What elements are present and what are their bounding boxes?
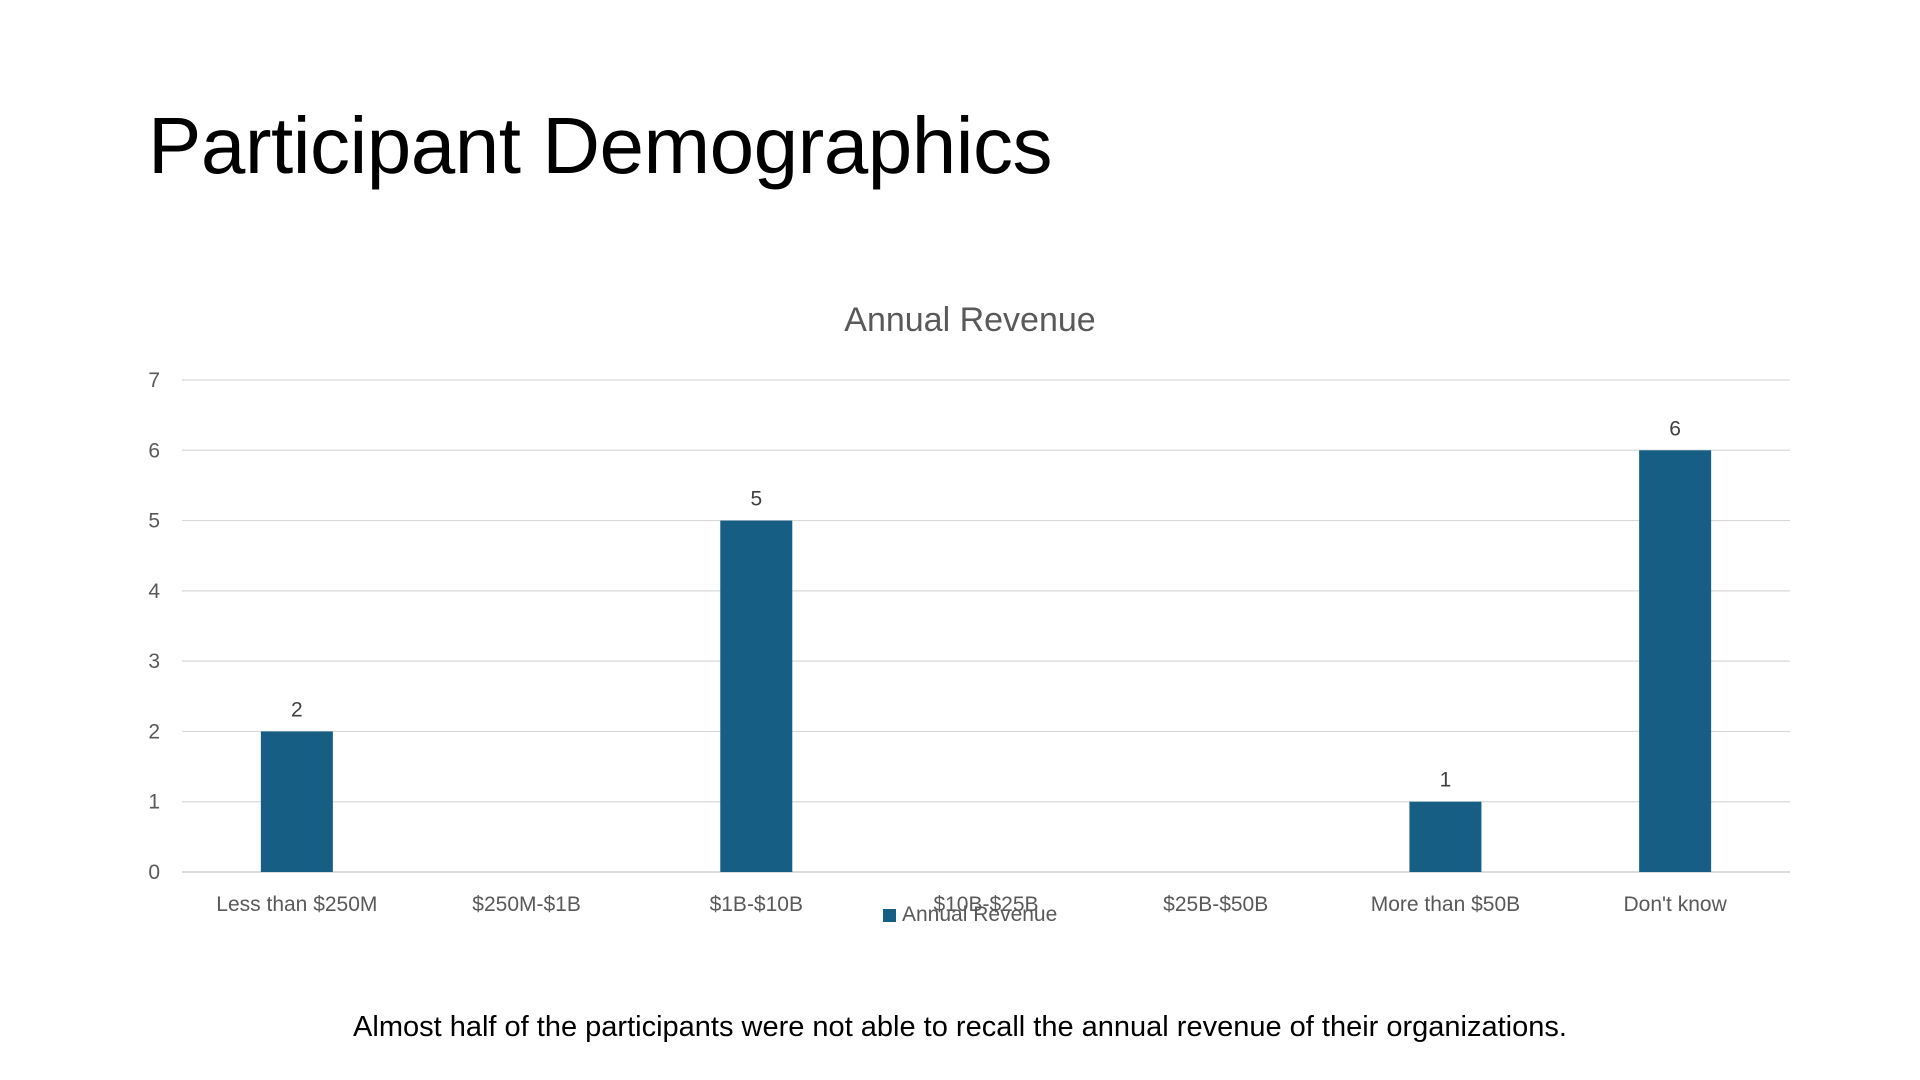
- y-tick-label: 6: [148, 439, 160, 462]
- data-label: 5: [750, 488, 762, 511]
- slide-caption: Almost half of the participants were not…: [353, 1011, 1567, 1043]
- x-category-label: $1B-$10B: [710, 893, 803, 916]
- y-tick-label: 3: [148, 650, 160, 673]
- bar: [1639, 450, 1712, 872]
- bar: [1409, 801, 1482, 872]
- legend: Annual Revenue: [883, 903, 1057, 926]
- x-category-label: More than $50B: [1371, 893, 1520, 916]
- y-axis-ticks: 0 1 2 3 4 5 6 7: [148, 369, 160, 884]
- bar: [260, 731, 333, 872]
- data-labels: 2 5 1 6: [291, 417, 1681, 791]
- y-tick-label: 2: [148, 720, 160, 743]
- x-category-label: Don't know: [1624, 893, 1728, 916]
- y-tick-label: 4: [148, 580, 160, 603]
- gridlines: [182, 379, 1790, 873]
- legend-label: Annual Revenue: [902, 903, 1057, 926]
- y-tick-label: 0: [148, 861, 160, 884]
- x-category-label: $10B-$25B: [933, 893, 1038, 916]
- bars: [260, 450, 1712, 872]
- x-category-label: Less than $250M: [216, 893, 377, 916]
- chart-title: Annual Revenue: [844, 301, 1095, 339]
- x-axis-categories: Less than $250M $250M-$1B $1B-$10B $10B-$25…: [216, 893, 1727, 916]
- data-label: 6: [1669, 417, 1681, 440]
- x-category-label: $25B-$50B: [1163, 893, 1268, 916]
- x-category-label: $250M-$1B: [472, 893, 581, 916]
- annual-revenue-chart: Annual Revenue 0 1 2 3 4 5 6 7 2 5 1 6 Less than $…: [0, 290, 1920, 980]
- y-tick-label: 1: [148, 791, 160, 814]
- y-tick-label: 7: [148, 369, 160, 392]
- chart-svg: Annual Revenue 0 1 2 3 4 5 6 7 2 5 1 6 Less than $…: [148, 301, 1790, 926]
- data-label: 1: [1440, 769, 1452, 792]
- legend-swatch: [883, 909, 896, 922]
- slide-title: Participant Demographics: [148, 101, 1052, 190]
- y-tick-label: 5: [148, 510, 160, 533]
- bar: [720, 520, 793, 872]
- data-label: 2: [291, 698, 303, 721]
